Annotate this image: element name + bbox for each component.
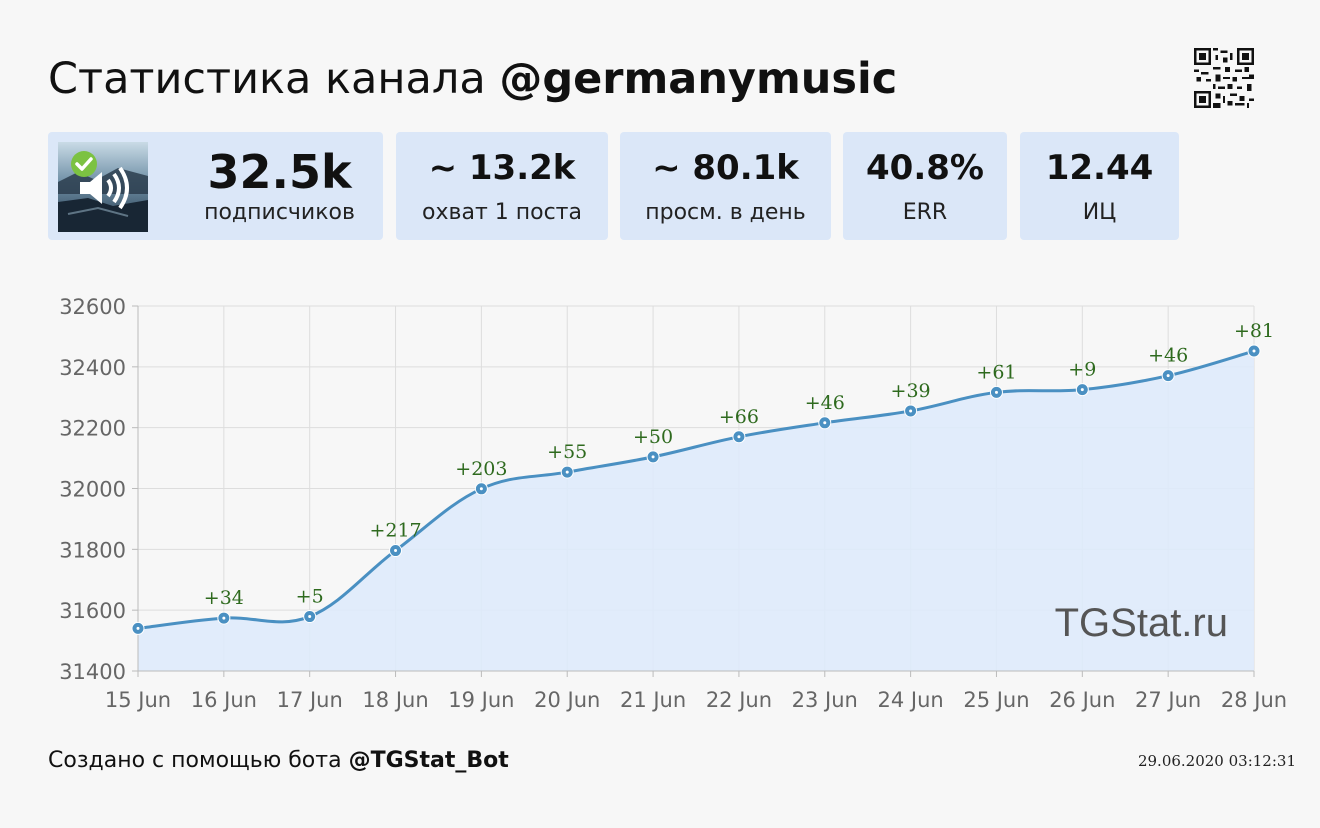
- data-point-center: [1080, 388, 1084, 392]
- qr-code-icon: [1194, 48, 1254, 108]
- stat-card-citation-index: 12.44 ИЦ: [1020, 132, 1179, 240]
- generated-timestamp: 29.06.2020 03:12:31: [1137, 752, 1296, 770]
- x-tick-label: 15 Jun: [105, 688, 171, 712]
- watermark: TGStat.ru: [1055, 601, 1228, 645]
- err-value: 40.8%: [866, 148, 984, 188]
- y-tick-label: 32200: [59, 417, 126, 441]
- verified-check-icon: [71, 151, 97, 177]
- data-label: +66: [719, 406, 759, 428]
- y-tick-label: 31400: [59, 660, 126, 684]
- data-point-center: [1252, 349, 1256, 353]
- footer-credit: Создано с помощью бота @TGStat_Bot: [48, 746, 509, 776]
- x-tick-label: 21 Jun: [620, 688, 686, 712]
- err-label: ERR: [902, 200, 948, 225]
- x-tick-label: 26 Jun: [1049, 688, 1115, 712]
- x-tick-label: 27 Jun: [1135, 688, 1201, 712]
- data-label: +217: [369, 520, 421, 542]
- series-area: [138, 351, 1254, 671]
- data-point-center: [994, 390, 998, 394]
- data-label: +46: [1148, 345, 1188, 367]
- data-label: +50: [633, 426, 673, 448]
- subscribers-value: 32.5k: [207, 145, 352, 199]
- stat-card-reach: ~ 13.2k охват 1 поста: [396, 132, 608, 240]
- channel-name: @germanymusic: [499, 54, 898, 104]
- data-label: +34: [204, 587, 244, 609]
- x-tick-label: 18 Jun: [362, 688, 428, 712]
- y-tick-label: 32000: [59, 478, 126, 502]
- y-tick-label: 31800: [59, 538, 126, 562]
- reach-value: ~ 13.2k: [428, 148, 576, 188]
- x-tick-label: 19 Jun: [448, 688, 514, 712]
- x-tick-label: 25 Jun: [963, 688, 1029, 712]
- data-point-center: [909, 409, 913, 413]
- footer-bot-link[interactable]: @TGStat_Bot: [348, 748, 509, 773]
- y-tick-label: 32400: [59, 356, 126, 380]
- y-tick-label: 31600: [59, 599, 126, 623]
- subscribers-chart: 31400 31600 31800 32000 32200 32400 32600 15 Ju…: [59, 295, 1287, 712]
- stat-card-err: 40.8% ERR: [843, 132, 1007, 240]
- data-point-center: [737, 435, 741, 439]
- data-label: +5: [296, 586, 324, 608]
- data-label: +203: [455, 458, 507, 480]
- data-point-center: [651, 455, 655, 459]
- data-label: +61: [976, 361, 1016, 383]
- x-tick-label: 16 Jun: [191, 688, 257, 712]
- stat-card-daily-views: ~ 80.1k просм. в день: [620, 132, 831, 240]
- reach-label: охват 1 поста: [422, 200, 582, 225]
- x-tick-label: 28 Jun: [1221, 688, 1287, 712]
- x-tick-label: 17 Jun: [277, 688, 343, 712]
- y-tick-label: 32600: [59, 295, 126, 319]
- channel-avatar-speaker-icon: [58, 142, 148, 232]
- page-title: Статистика канала @germanymusic: [48, 52, 897, 106]
- citation-index-label: ИЦ: [1082, 200, 1117, 225]
- data-point-center: [1166, 374, 1170, 378]
- subscribers-label: подписчиков: [204, 200, 355, 225]
- x-tick-label: 20 Jun: [534, 688, 600, 712]
- data-label: +81: [1234, 320, 1274, 342]
- data-label: +39: [891, 380, 931, 402]
- title-prefix: Статистика канала: [48, 54, 500, 104]
- data-point-center: [222, 616, 226, 620]
- x-tick-label: 23 Jun: [792, 688, 858, 712]
- data-point-center: [308, 615, 312, 619]
- data-point-center: [823, 421, 827, 425]
- daily-views-label: просм. в день: [645, 200, 806, 225]
- citation-index-value: 12.44: [1045, 148, 1154, 188]
- daily-views-value: ~ 80.1k: [652, 148, 799, 188]
- stat-card-subscribers: 32.5k подписчиков: [48, 132, 383, 240]
- data-label: +46: [805, 392, 845, 414]
- footer-prefix: Создано с помощью бота: [48, 748, 349, 773]
- data-point-center: [565, 470, 569, 474]
- x-tick-label: 22 Jun: [706, 688, 772, 712]
- x-tick-label: 24 Jun: [878, 688, 944, 712]
- data-point-center: [479, 487, 483, 491]
- data-label: +55: [547, 441, 587, 463]
- data-label: +9: [1068, 359, 1096, 381]
- data-point-center: [136, 626, 140, 630]
- data-point-center: [394, 549, 398, 553]
- series-line: [137, 349, 1255, 630]
